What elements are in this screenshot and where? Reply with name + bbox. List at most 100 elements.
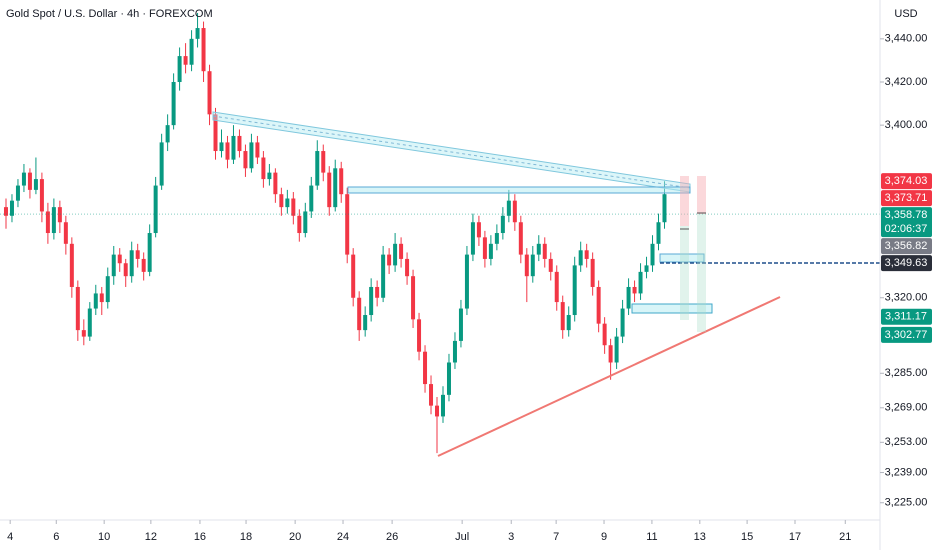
y-tick-label: 3,320.00 (885, 292, 928, 304)
price-label-box (881, 238, 932, 255)
candle-body (45, 211, 50, 234)
candle-body (608, 345, 613, 363)
x-tick-label: 13 (694, 531, 706, 543)
candle-body (249, 142, 254, 169)
candle-body (141, 258, 146, 272)
candle-body (147, 233, 152, 272)
candle-body (470, 222, 475, 255)
price-label: 3,302.77 (885, 329, 928, 341)
x-tick-label: 4 (7, 531, 13, 543)
y-tick-label: 3,400.00 (885, 119, 928, 131)
candle-body (279, 194, 284, 208)
x-tick-label: Jul (455, 531, 469, 543)
candle-body (536, 243, 541, 255)
x-tick-label: 11 (646, 531, 657, 543)
candle-body (590, 258, 595, 287)
y-tick-label: 3,269.00 (885, 402, 928, 414)
countdown: 02:06:37 (885, 223, 928, 235)
candle-body (57, 207, 62, 223)
demand-zone (631, 303, 713, 314)
candle-body (243, 151, 248, 169)
x-tick-label: 18 (240, 531, 252, 543)
candle-body (494, 233, 499, 244)
x-tick-label: 3 (508, 531, 514, 543)
candle-body (524, 254, 529, 277)
candle-body (620, 308, 625, 337)
candle-body (93, 293, 98, 309)
candle-body (464, 254, 469, 309)
candle-body (423, 351, 428, 385)
candle-body (129, 250, 134, 277)
candle-body (189, 38, 194, 65)
currency-label: USD (894, 8, 917, 20)
price-label-box (881, 255, 932, 272)
candle-body (135, 250, 140, 259)
ascending-trendline (437, 296, 781, 457)
candle-body (566, 315, 571, 331)
candle-body (9, 200, 14, 216)
candle-body (291, 198, 296, 216)
candle-body (87, 308, 92, 337)
projection-sell (697, 176, 706, 214)
candle-body (476, 222, 481, 238)
candle-body (39, 179, 44, 212)
candle-body (111, 254, 116, 277)
resistance-zone (347, 186, 691, 194)
candle-body (213, 114, 218, 152)
candle-body (548, 258, 553, 272)
candle-body (602, 323, 607, 346)
candle-body (393, 243, 398, 266)
candle-body (237, 135, 242, 152)
candle-body (512, 200, 517, 223)
candle-body (261, 157, 266, 180)
candle-body (195, 28, 200, 39)
candle-body (399, 243, 404, 259)
candle-body (387, 254, 392, 266)
candle-body (369, 286, 374, 316)
candle-body (482, 237, 487, 259)
candle-body (327, 172, 332, 208)
price-label: 3,373.71 (885, 192, 928, 204)
candle-body (632, 286, 637, 294)
candle-body (27, 172, 32, 190)
x-tick-label: 26 (386, 531, 398, 543)
candle-body (201, 28, 206, 72)
x-tick-label: 21 (839, 531, 851, 543)
projection-buy (680, 226, 689, 320)
candle-body (644, 265, 649, 272)
candle-body (273, 172, 278, 195)
candle-body (21, 172, 26, 186)
candle-body (417, 319, 422, 352)
price-label-box (881, 326, 932, 343)
price-label-box (881, 173, 932, 190)
drawings (212, 111, 880, 457)
price-label: 3,311.17 (885, 311, 927, 323)
candle-body (177, 56, 182, 82)
candle-body (51, 207, 56, 234)
price-label-box (881, 190, 932, 207)
price-label: 3,374.03 (885, 175, 928, 187)
candle-body (440, 394, 445, 417)
x-tick-label: 20 (289, 531, 301, 543)
x-tick-label: 10 (98, 531, 110, 543)
candle-body (488, 243, 493, 259)
candle-body (518, 222, 523, 255)
chart-title: Gold Spot / U.S. Dollar · 4h · FOREXCOM (6, 8, 213, 20)
price-label: 3,358.78 (885, 209, 928, 221)
support-zone (659, 253, 705, 263)
candle-body (614, 336, 619, 363)
candle-body (303, 211, 308, 234)
candle-body (105, 276, 110, 303)
candle-body (650, 243, 655, 266)
candle-body (183, 56, 188, 65)
candle-body (63, 222, 68, 244)
plot (0, 12, 880, 454)
price-label-box (881, 207, 932, 238)
price-label: 3,356.82 (885, 240, 928, 252)
candle-body (285, 198, 290, 208)
price-label: 3,349.63 (885, 257, 928, 269)
candle-body (596, 286, 601, 324)
candle-body (345, 194, 350, 255)
candle-body (411, 276, 416, 320)
